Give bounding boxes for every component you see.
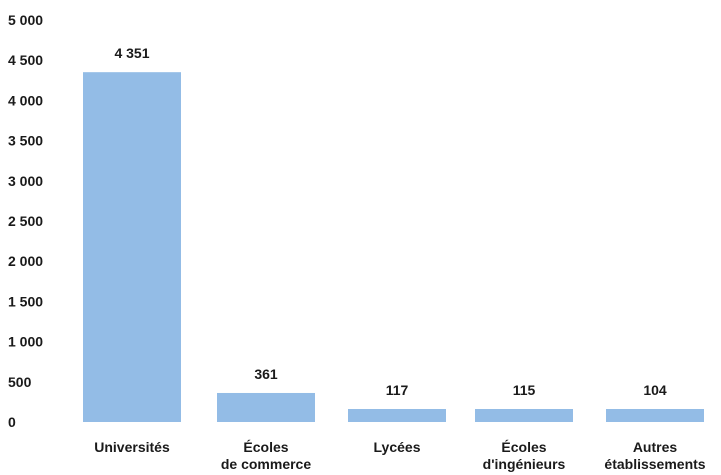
y-axis: 0 500 1 000 1 500 2 000 2 500 3 000 3 500 4 000 4… [8,12,43,430]
x-category-label: établissements [604,456,705,472]
x-category-label: Lycées [374,439,421,455]
data-label: 115 [513,382,536,398]
y-tick-label: 5 000 [8,12,43,28]
data-label: 117 [386,382,409,398]
bars [83,72,704,423]
data-labels: 4 351 361 117 115 104 [114,45,666,398]
y-tick-label: 4 500 [8,52,43,68]
y-tick-label: 1 000 [8,334,43,350]
x-category-label: Autres [633,439,678,455]
bar [83,72,181,423]
y-tick-label: 1 500 [8,293,43,309]
data-label: 4 351 [114,45,149,61]
y-tick-label: 3 500 [8,133,43,149]
bar [475,409,573,422]
bar [348,409,446,422]
y-tick-label: 4 000 [8,92,43,108]
y-tick-label: 0 [8,414,16,430]
y-tick-label: 500 [8,374,32,390]
x-category-label: de commerce [221,456,311,472]
x-category-label: Écoles [501,439,546,455]
x-category-label: Universités [94,439,170,455]
data-label: 361 [254,366,278,382]
y-tick-label: 2 500 [8,213,43,229]
data-label: 104 [643,382,667,398]
x-category-label: Écoles [243,439,288,455]
y-tick-label: 3 000 [8,173,43,189]
bar [217,392,315,422]
y-tick-label: 2 000 [8,253,43,269]
x-category-label: d'ingénieurs [483,456,566,472]
bar [606,409,704,422]
